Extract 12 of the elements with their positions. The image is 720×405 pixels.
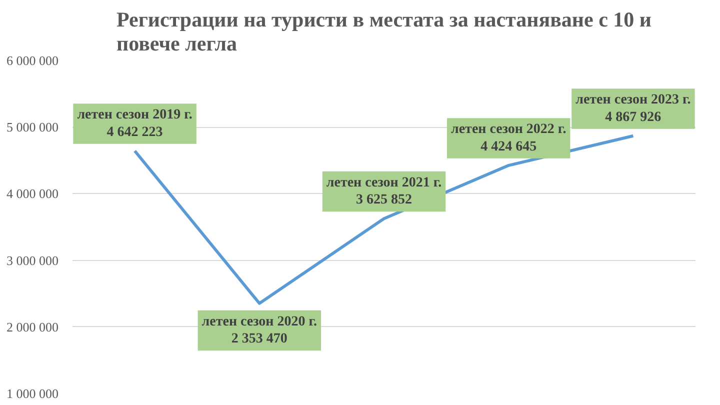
chart-title: Регистрации на туристи в местата за настаняване с 10 и повече легла bbox=[116, 8, 652, 56]
data-label: летен сезон 2023 г. 4 867 926 bbox=[576, 92, 691, 125]
data-label: летен сезон 2021 г. 3 625 852 bbox=[326, 175, 442, 208]
data-label: летен сезон 2022 г. 4 424 645 bbox=[450, 122, 566, 154]
y-tick-label: 5 000 000 bbox=[6, 120, 58, 135]
y-tick-label: 1 000 000 bbox=[6, 386, 58, 401]
data-label: летен сезон 2019 г. 4 642 223 bbox=[77, 108, 192, 140]
y-tick-label: 3 000 000 bbox=[6, 252, 58, 268]
y-tick-label: 2 000 000 bbox=[6, 319, 58, 334]
y-tick-label: 6 000 000 bbox=[6, 53, 58, 68]
data-label: летен сезон 2020 г. 2 353 470 bbox=[202, 314, 318, 347]
y-tick-label: 4 000 000 bbox=[6, 186, 58, 202]
